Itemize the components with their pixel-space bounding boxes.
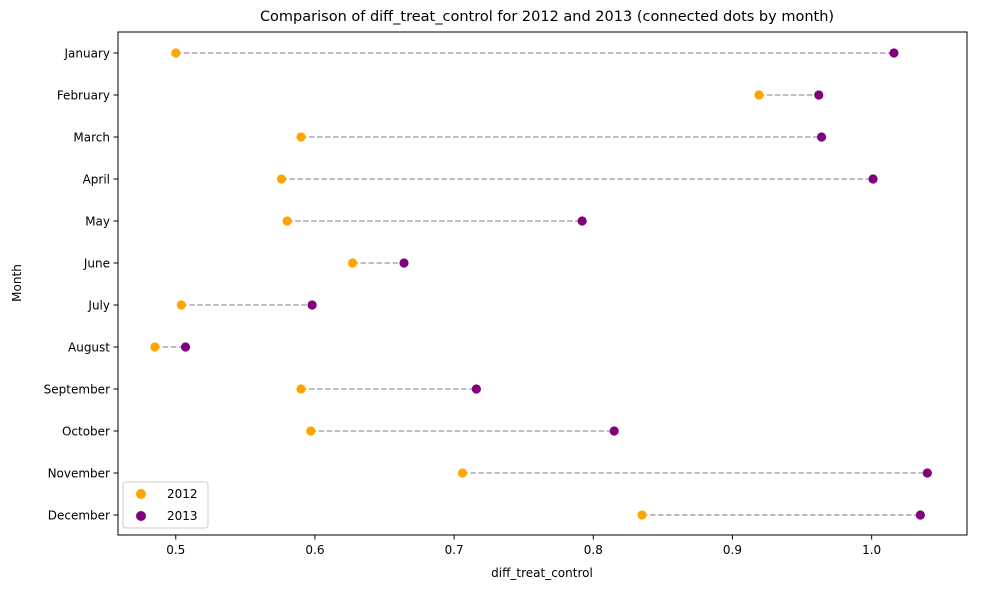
legend-marker-2012 [136,489,146,499]
point-2012-january [171,48,181,58]
point-2013-february [814,90,824,100]
y-tick-label-august: August [68,341,110,355]
point-2012-february [754,90,764,100]
point-2013-may [577,216,587,226]
data-points [150,48,932,520]
x-tick-label: 0.6 [305,543,324,557]
point-2013-july [307,300,317,310]
point-2013-december [915,510,925,520]
chart-title: Comparison of diff_treat_control for 201… [260,9,834,25]
point-2013-august [180,342,191,352]
point-2013-march [816,132,827,142]
y-tick-label-october: October [62,425,110,439]
point-2012-may [282,216,292,226]
point-2013-september [471,384,481,394]
y-tick-label-january: January [64,47,111,61]
legend: 2012 2013 [122,481,209,529]
y-tick-label-december: December [48,509,110,523]
y-tick-label-june: June [83,257,110,271]
y-tick-label-november: November [48,467,110,481]
point-2012-june [347,258,358,268]
point-2012-november [457,468,468,478]
legend-label-2012: 2012 [167,487,198,501]
y-tick-label-september: September [44,383,110,397]
y-tick-label-may: May [85,215,110,229]
x-tick-label: 0.7 [445,543,464,557]
y-tick-label-april: April [83,173,110,187]
x-tick-label: 0.5 [166,543,185,557]
x-axis-title: diff_treat_control [491,566,593,580]
point-2012-july [176,300,186,310]
point-2013-april [868,174,878,184]
y-tick-label-july: July [87,299,110,313]
point-2012-march [296,132,306,142]
x-tick-label: 0.9 [723,543,742,557]
connector-lines [154,52,928,516]
y-tick-label-march: March [73,131,110,145]
y-axis-title: Month [10,264,24,302]
point-2013-june [399,258,409,268]
point-2013-october [609,426,619,436]
x-tick-label: 0.8 [584,543,603,557]
x-axis: 0.5 0.6 0.7 0.8 0.9 1.0 [166,535,881,557]
point-2012-september [296,384,306,394]
legend-marker-2013 [136,511,146,521]
y-tick-label-february: February [57,89,110,103]
point-2013-november [922,468,932,478]
plot-frame [117,31,968,536]
point-2012-december [637,510,647,520]
point-2012-october [306,426,316,436]
point-2012-august [150,342,160,352]
legend-label-2013: 2013 [167,509,198,523]
y-axis: January February March April May June July Augu… [44,47,118,523]
point-2012-april [276,174,287,184]
point-2013-january [889,48,899,58]
x-tick-label: 1.0 [862,543,881,557]
